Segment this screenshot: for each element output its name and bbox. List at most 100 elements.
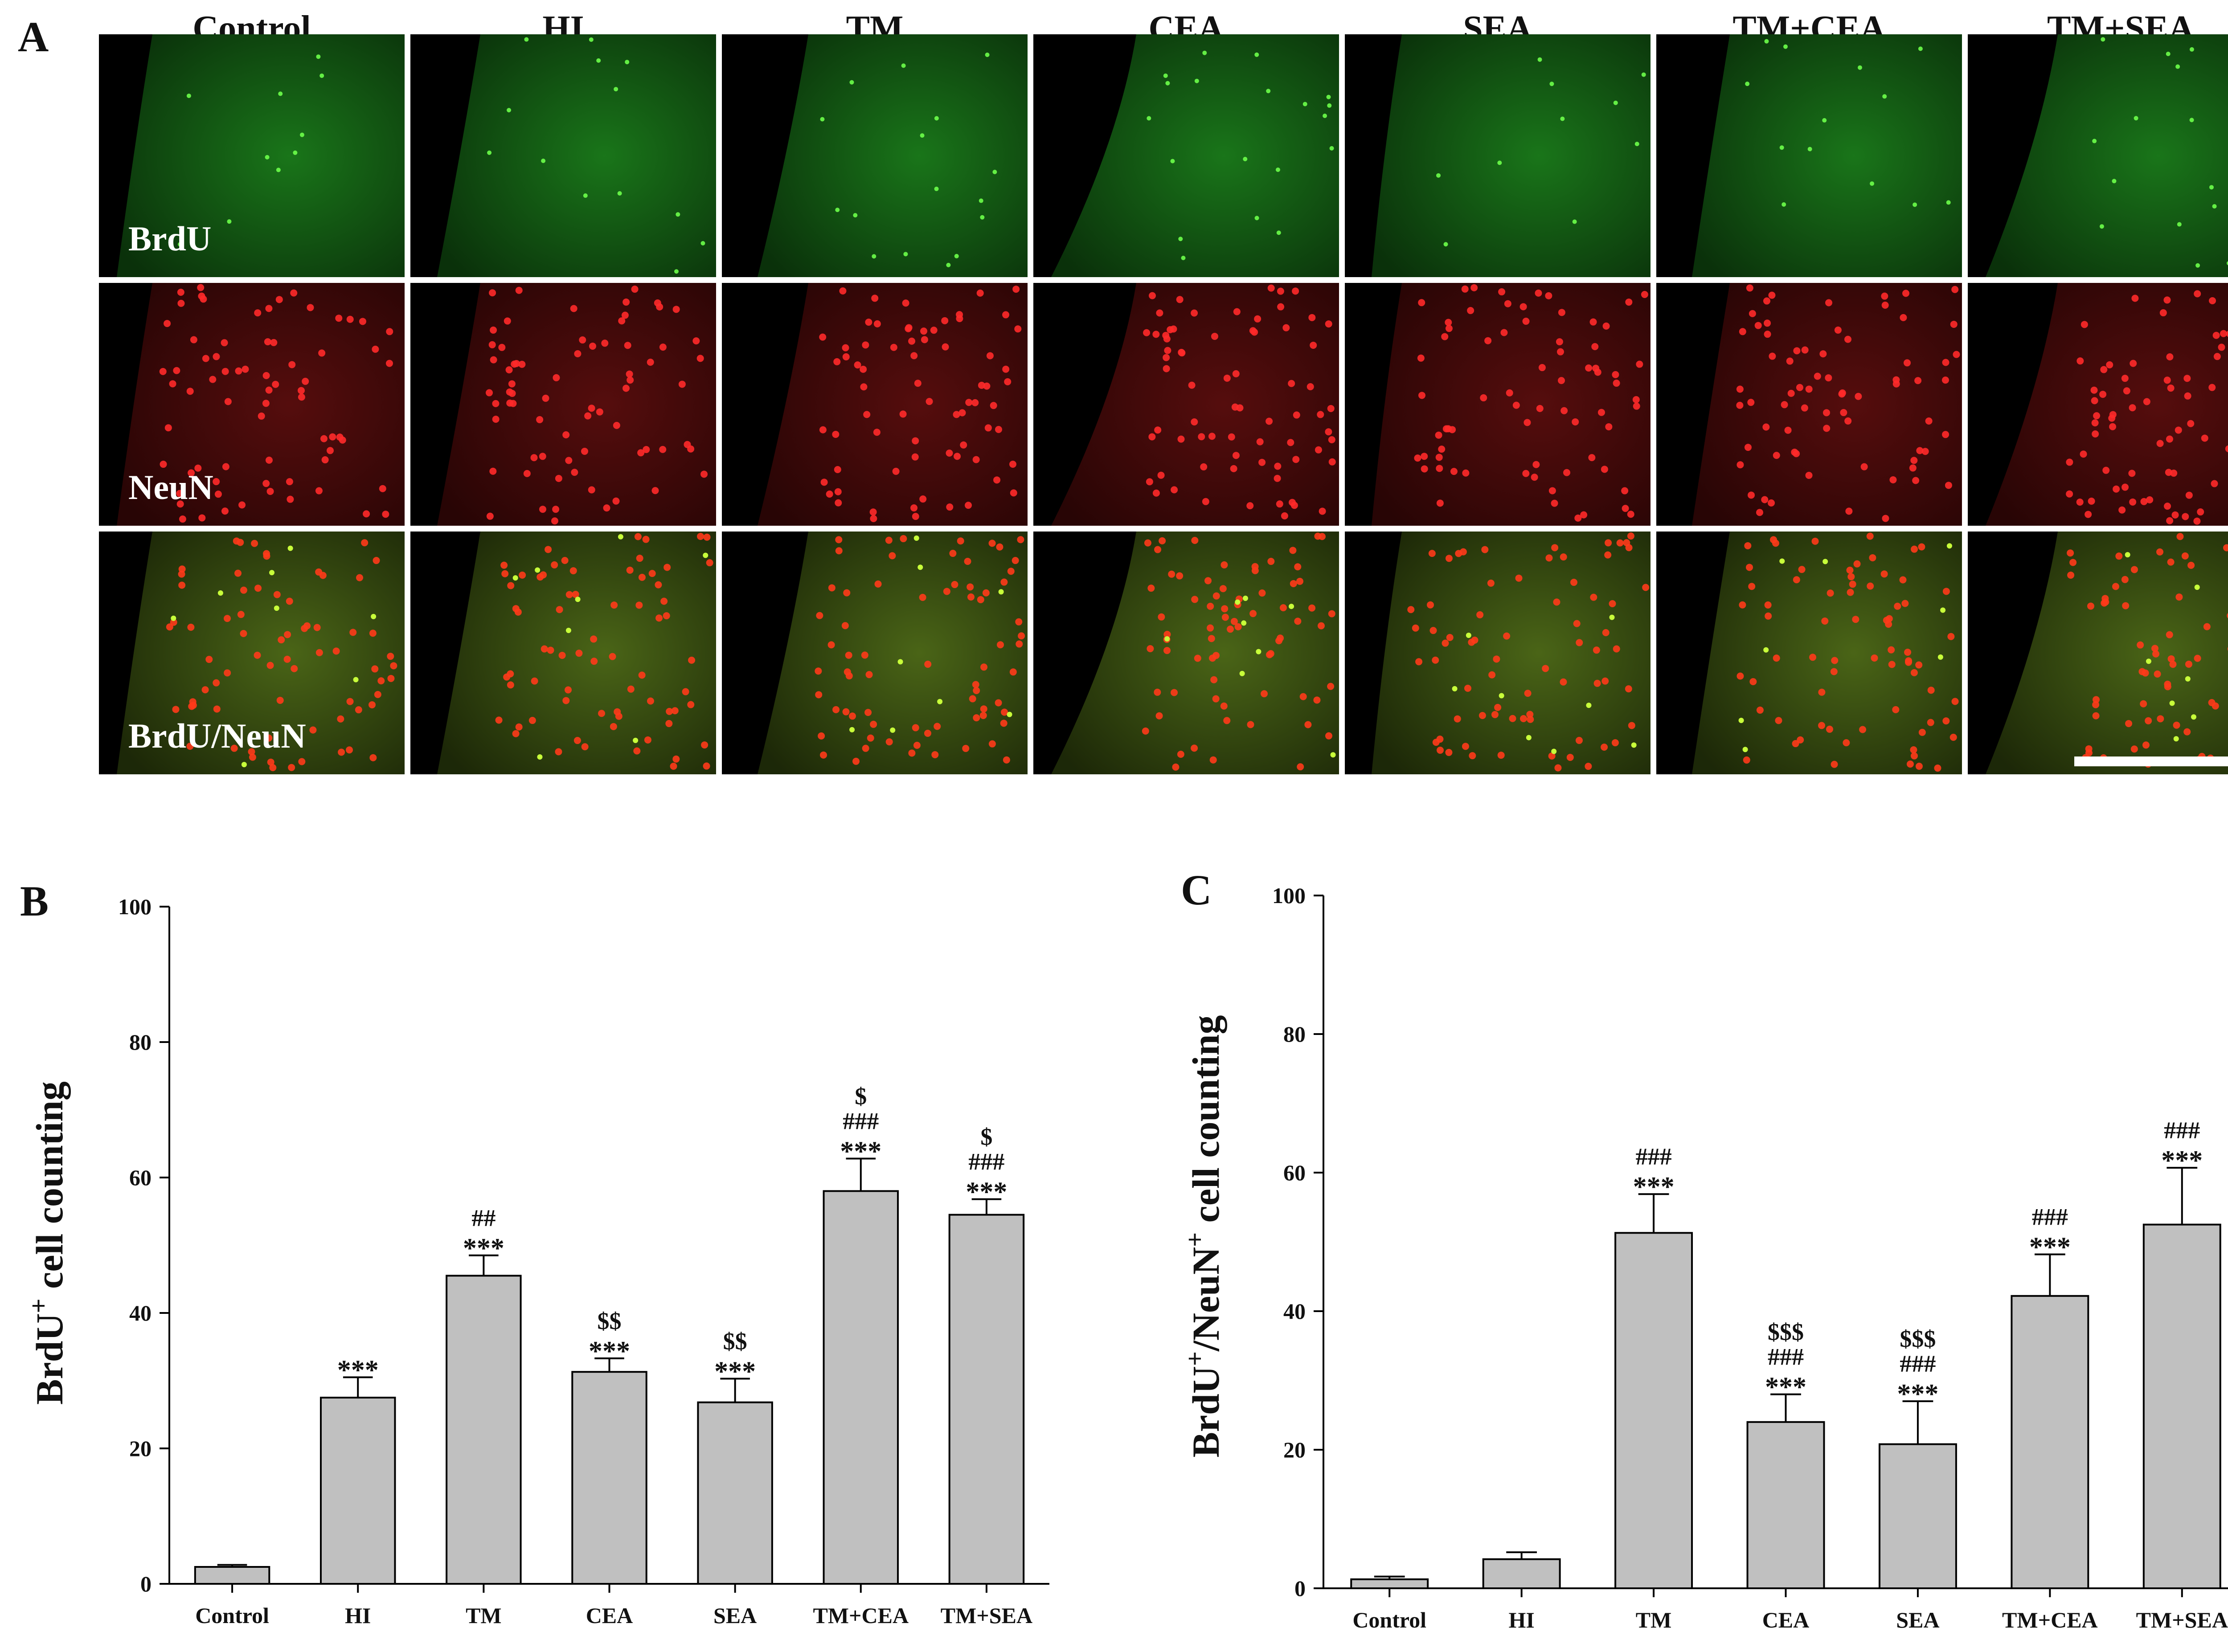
chart-b-bar-hi (319, 1397, 396, 1585)
chart-c-significance-cea-2: *** (1765, 1372, 1806, 1403)
chart-c-bars (1350, 1167, 2221, 1590)
chart-c-ytick-label-60: 60 (1283, 1160, 1306, 1185)
chart-b-category-label-hi: HI (345, 1603, 371, 1628)
micrograph-brdu-tm-plus-cea (1656, 34, 1962, 277)
row-label-brdu-neun: BrdU/NeuN (128, 716, 306, 755)
panel-letter-b: B (20, 877, 49, 925)
chart-b-error-bar-control (217, 1564, 247, 1567)
chart-c-error-bar-hi (1506, 1551, 1537, 1559)
chart-b-significance-tm-plus-cea-2: *** (840, 1136, 881, 1166)
chart-c-bar-sea (1878, 1443, 1957, 1590)
chart-c-significance-tm-plus-cea-1: *** (2029, 1232, 2071, 1262)
chart-c-significance-cea-0: $$$ (1768, 1319, 1804, 1345)
chart-c-significance-sea-2: *** (1897, 1379, 1938, 1409)
chart-b-error-bar-cea (594, 1357, 624, 1372)
chart-b-bar-tm (446, 1275, 522, 1585)
chart-c-significance-tm-plus-sea-0: ### (2164, 1117, 2200, 1144)
micrograph-brdu-neun-sea (1345, 532, 1651, 774)
micrograph-neun-tm (722, 283, 1028, 526)
scale-bar (2074, 756, 2228, 766)
micrograph-neun-sea (1345, 283, 1651, 526)
chart-c-significance-cea-1: ### (1768, 1344, 1804, 1370)
micrograph-brdu-neun-tm (722, 532, 1028, 774)
chart-b-significance-tm-plus-sea-2: *** (966, 1177, 1007, 1207)
chart-b-significance-tm-plus-cea-1: ### (843, 1108, 879, 1134)
chart-c-category-label-tm-plus-sea: TM+SEA (2136, 1607, 2228, 1632)
micrograph-neun-cea (1033, 283, 1339, 526)
chart-b-error-bar-tm-plus-sea (971, 1198, 1002, 1215)
chart-c-significance-sea-1: ### (1900, 1350, 1936, 1377)
chart-c-ytick-label-0: 0 (1294, 1576, 1306, 1601)
micrograph-neun-hi (410, 283, 716, 526)
chart-c-category-label-control: Control (1352, 1607, 1426, 1632)
chart-c-significance-tm-1: *** (1633, 1172, 1675, 1202)
chart-b-bar-tm-plus-sea (948, 1214, 1025, 1585)
chart-c-category-label-sea: SEA (1896, 1607, 1939, 1632)
chart-b-ylabel: BrdU+ cell counting (24, 1081, 71, 1405)
chart-b-category-label-tm: TM (466, 1603, 502, 1628)
chart-c-error-bar-tm-plus-sea (2167, 1167, 2198, 1225)
chart-c-ytick-label-100: 100 (1272, 883, 1306, 908)
chart-b-error-bar-hi (343, 1376, 373, 1398)
chart-b-significance-tm-1: *** (463, 1233, 504, 1264)
chart-b-error-bar-tm (469, 1254, 499, 1276)
chart-c-error-bar-tm (1638, 1193, 1669, 1233)
chart-b-bars (194, 1157, 1025, 1585)
chart-b-category-label-tm-plus-cea: TM+CEA (813, 1603, 909, 1628)
chart-c-category-label-tm: TM (1636, 1607, 1672, 1632)
chart-c-ylabel: BrdU+/NeuN+ cell counting (1180, 1015, 1227, 1457)
chart-c-bar-hi (1482, 1558, 1561, 1589)
row-label-neun: NeuN (128, 468, 213, 507)
chart-c-bar-tm-plus-cea (2011, 1295, 2089, 1590)
chart-b-category-label-cea: CEA (586, 1603, 633, 1628)
chart-c-significance-tm-0: ### (1636, 1143, 1672, 1170)
chart-c-error-bar-cea (1770, 1393, 1801, 1422)
chart-b-ytick-label-100: 100 (118, 894, 152, 919)
micrograph-brdu-neun-cea (1033, 532, 1339, 774)
chart-c-bar-cea (1746, 1421, 1825, 1590)
chart-b-ytick-label-80: 80 (129, 1030, 152, 1055)
chart-c-error-bar-sea (1902, 1400, 1933, 1444)
chart-b-category-label-tm-plus-sea: TM+SEA (941, 1603, 1032, 1628)
chart-c-ytick-label-40: 40 (1283, 1299, 1306, 1324)
micrograph-brdu-tm-plus-sea (1968, 34, 2228, 277)
chart-b-bar-control (194, 1566, 270, 1585)
micrograph-neun-tm-plus-sea (1968, 283, 2228, 526)
chart-b-ytick-label-20: 20 (129, 1436, 152, 1461)
panel-letter-c: C (1181, 866, 1212, 914)
chart-b-error-bar-tm-plus-cea (846, 1157, 876, 1191)
chart-c-category-label-cea: CEA (1762, 1607, 1810, 1632)
chart-c-significance-tm-plus-sea-1: *** (2161, 1145, 2203, 1176)
chart-c-bar-control (1350, 1578, 1429, 1589)
row-label-brdu: BrdU (128, 219, 211, 258)
chart-b-significance-sea-1: *** (714, 1356, 756, 1386)
chart-c-significance-tm-plus-cea-0: ### (2032, 1203, 2068, 1230)
chart-b-significance-sea-0: $$ (723, 1328, 747, 1354)
micrograph-brdu-hi (410, 34, 716, 277)
chart-c-significance-sea-0: $$$ (1900, 1325, 1936, 1352)
micrograph-brdu-neun-hi (410, 532, 716, 774)
micrograph-brdu-neun-tm-plus-cea (1656, 532, 1962, 774)
chart-b-significance-tm-plus-sea-0: $ (980, 1124, 992, 1150)
chart-b-significance-tm-plus-cea-0: $ (855, 1083, 867, 1109)
micrograph-neun-control: NeuN (99, 283, 405, 526)
chart-b-significance-hi-0: *** (337, 1355, 379, 1385)
chart-b-category-label-control: Control (195, 1603, 269, 1628)
chart-b-significance-tm-plus-sea-1: ### (968, 1149, 1004, 1175)
chart-b-significance-cea-0: $$ (598, 1308, 622, 1334)
chart-b-bar-tm-plus-cea (823, 1190, 899, 1585)
micrograph-brdu-neun-control: BrdU/NeuN (99, 532, 405, 774)
chart-b-significance-cea-1: *** (589, 1336, 630, 1366)
chart-c-error-bar-tm-plus-cea (2034, 1253, 2065, 1296)
micrograph-brdu-control: BrdU (99, 34, 405, 277)
chart-c-category-label-tm-plus-cea: TM+CEA (2002, 1607, 2098, 1632)
chart-b-bar-sea (697, 1401, 773, 1585)
panel-letter-a: A (18, 13, 49, 61)
chart-b-error-bar-sea (720, 1378, 750, 1403)
chart-b-ytick-label-0: 0 (140, 1571, 152, 1596)
micrograph-brdu-neun-tm-plus-sea (1968, 532, 2228, 774)
